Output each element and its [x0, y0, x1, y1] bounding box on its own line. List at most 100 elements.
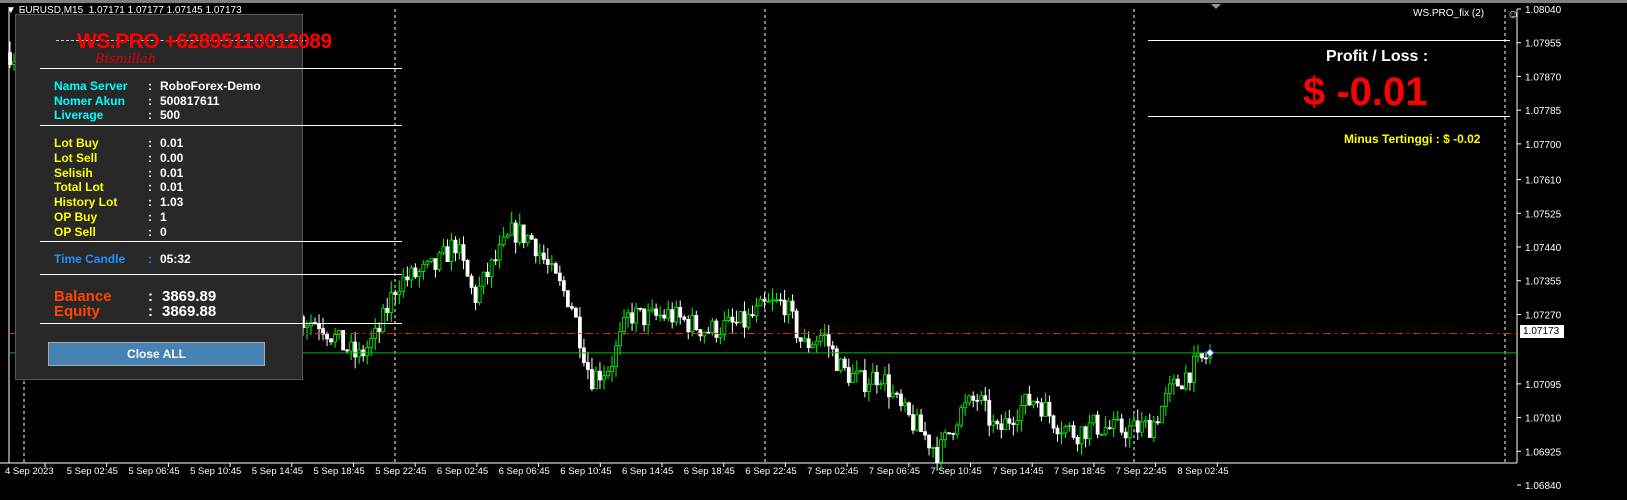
candle-body: [810, 344, 815, 349]
candle-body: [758, 298, 763, 307]
smiley-icon: ☺: [1507, 7, 1520, 21]
candle-body: [1147, 419, 1152, 438]
candle-body: [1067, 425, 1072, 427]
candle-body: [501, 236, 506, 246]
y-tick-label: 1.07955: [1525, 39, 1562, 50]
row-label: OP Sell: [54, 224, 96, 239]
y-tick-label: 1.07355: [1525, 277, 1562, 288]
candle-body: [754, 305, 759, 317]
candle-body: [469, 275, 474, 288]
candle-body: [449, 239, 454, 263]
candle-body: [457, 244, 462, 254]
row-value: 0.01: [160, 165, 184, 180]
x-tick-label: 7 Sep 02:45: [807, 466, 858, 477]
lot-row: OP Sell:0: [54, 225, 167, 239]
candle-body: [594, 370, 598, 390]
candle-body: [1200, 352, 1204, 359]
candle-body: [569, 306, 574, 309]
candle-body: [626, 312, 630, 318]
row-value: 500817611: [160, 93, 220, 108]
candle-body: [842, 358, 847, 368]
ea-info-panel: [15, 14, 308, 380]
balance-row: Balance:3869.89: [54, 288, 216, 305]
candle-body: [1099, 433, 1104, 436]
candle-body: [646, 310, 651, 326]
candle-body: [614, 345, 618, 367]
candle-body: [1123, 431, 1128, 439]
candle-body: [987, 399, 992, 426]
row-sep: :: [148, 303, 153, 320]
candle-body: [333, 334, 337, 343]
candle-body: [1043, 402, 1048, 417]
candle-body: [606, 371, 610, 377]
x-tick-label: 6 Sep 10:45: [560, 466, 611, 477]
candle-body: [798, 337, 803, 342]
shift-marker-icon[interactable]: [1211, 4, 1221, 9]
x-tick-label: 5 Sep 22:45: [375, 466, 426, 477]
row-value: 0.01: [160, 136, 184, 150]
candle-body: [445, 246, 450, 263]
y-tick-label: 1.07785: [1525, 106, 1562, 117]
candle-body: [341, 330, 346, 351]
current-price-label: 1.07173: [1520, 325, 1564, 338]
y-tick-label: 1.07610: [1525, 176, 1562, 187]
candle-body: [517, 224, 522, 243]
profit-loss-value: $ -0.01: [1303, 70, 1428, 114]
candle-body: [345, 349, 350, 352]
candle-body: [666, 309, 671, 319]
candle-body: [521, 224, 526, 244]
candle-body: [573, 307, 578, 318]
row-sep: :: [148, 108, 152, 122]
candle-body: [582, 347, 586, 363]
row-sep: :: [148, 136, 152, 150]
candle-body: [1007, 418, 1012, 424]
candle-body: [1143, 419, 1148, 423]
row-value: 05:32: [160, 252, 191, 266]
candle-body: [1047, 402, 1052, 417]
x-tick-label: 6 Sep 14:45: [622, 466, 673, 477]
divider: [56, 40, 308, 41]
candle-body: [465, 259, 470, 277]
candle-body: [846, 367, 851, 383]
candle-body: [862, 370, 867, 392]
row-sep: :: [148, 79, 152, 93]
indicator-label[interactable]: WS.PRO_fix (2): [1413, 8, 1485, 19]
candle-body: [389, 292, 394, 314]
candle-body: [1115, 418, 1120, 421]
y-tick-label: 1.07010: [1525, 414, 1562, 425]
x-tick-label: 5 Sep 06:45: [128, 466, 179, 477]
candle-body: [409, 267, 414, 281]
candle-body: [959, 407, 964, 426]
candle-body: [413, 267, 418, 278]
candle-body: [586, 362, 590, 371]
candle-body: [975, 399, 980, 402]
candle-body: [497, 244, 502, 261]
candle-body: [762, 298, 767, 302]
candle-body: [887, 374, 891, 398]
tagline: Bismillah: [95, 52, 157, 67]
candle-body: [931, 447, 935, 449]
row-value: 3869.89: [162, 288, 217, 305]
candle-body: [577, 316, 582, 349]
candle-body: [561, 280, 566, 292]
candle-body: [630, 312, 634, 324]
candle-body: [814, 340, 819, 346]
close-all-button[interactable]: Close ALL: [48, 342, 265, 366]
candle-body: [493, 259, 498, 262]
candle-body: [971, 395, 976, 401]
candle-body: [1059, 432, 1064, 435]
candle-body: [662, 314, 667, 319]
x-tick-label: 5 Sep 18:45: [314, 466, 365, 477]
candle-body: [1135, 420, 1140, 433]
candle-body: [967, 395, 972, 404]
candle-body: [509, 222, 514, 236]
equity-row: Equity:3869.88: [54, 303, 216, 320]
candle-body: [642, 308, 647, 326]
candle-body: [718, 334, 723, 338]
candle-body: [726, 316, 731, 322]
candle-body: [1139, 421, 1144, 433]
candle-body: [939, 439, 944, 463]
candle-body: [670, 309, 675, 323]
row-value: 0: [160, 224, 167, 239]
